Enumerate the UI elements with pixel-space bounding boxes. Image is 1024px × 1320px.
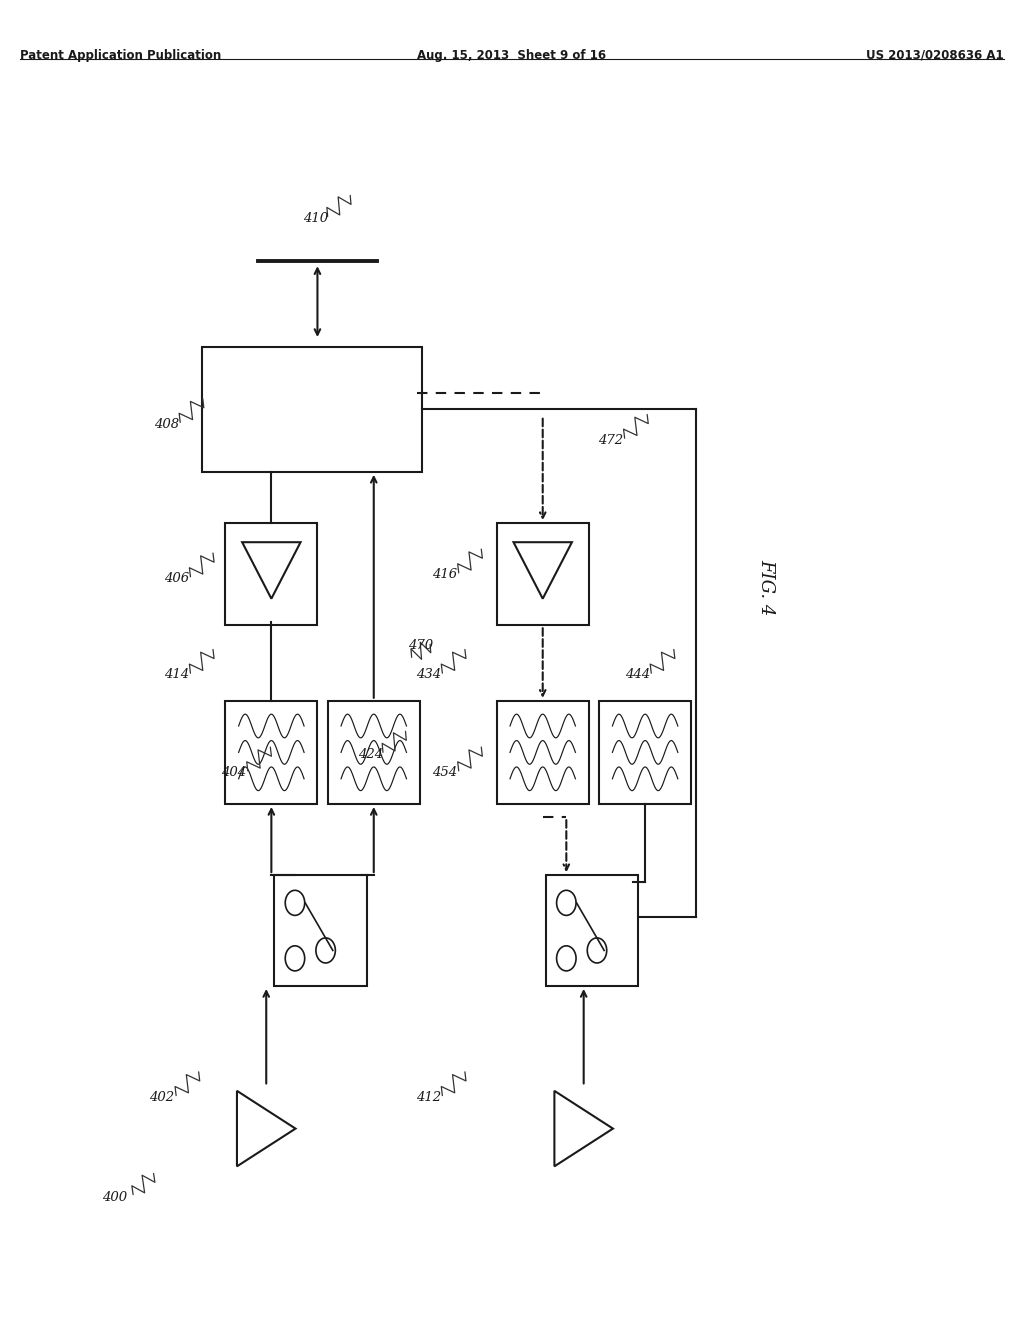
Text: 472: 472 — [598, 433, 624, 446]
Text: 470: 470 — [408, 639, 433, 652]
Text: 408: 408 — [154, 417, 179, 430]
Circle shape — [557, 946, 577, 972]
FancyBboxPatch shape — [328, 701, 420, 804]
Text: Aug. 15, 2013  Sheet 9 of 16: Aug. 15, 2013 Sheet 9 of 16 — [418, 49, 606, 62]
Text: FIG. 4: FIG. 4 — [757, 560, 775, 615]
Text: 400: 400 — [102, 1191, 128, 1204]
Text: 454: 454 — [432, 766, 458, 779]
Text: 404: 404 — [221, 766, 247, 779]
Text: 416: 416 — [432, 568, 458, 581]
Text: 424: 424 — [358, 747, 384, 760]
FancyBboxPatch shape — [225, 701, 317, 804]
FancyBboxPatch shape — [497, 701, 589, 804]
Circle shape — [557, 890, 577, 915]
Circle shape — [286, 946, 305, 972]
Text: 402: 402 — [150, 1090, 175, 1104]
Text: 410: 410 — [303, 211, 329, 224]
FancyBboxPatch shape — [203, 347, 422, 473]
FancyBboxPatch shape — [599, 701, 691, 804]
Polygon shape — [554, 1090, 613, 1167]
Circle shape — [286, 890, 305, 915]
Circle shape — [588, 939, 606, 964]
FancyBboxPatch shape — [274, 875, 367, 986]
Polygon shape — [237, 1090, 296, 1167]
Text: 444: 444 — [625, 668, 650, 681]
FancyBboxPatch shape — [546, 875, 638, 986]
Polygon shape — [242, 543, 301, 599]
FancyBboxPatch shape — [225, 523, 317, 626]
Circle shape — [315, 939, 336, 964]
FancyBboxPatch shape — [497, 523, 589, 626]
Text: 414: 414 — [164, 668, 189, 681]
Text: 412: 412 — [416, 1090, 441, 1104]
Text: Patent Application Publication: Patent Application Publication — [20, 49, 222, 62]
Text: 434: 434 — [416, 668, 441, 681]
Polygon shape — [513, 543, 572, 599]
Text: 406: 406 — [164, 572, 189, 585]
Text: US 2013/0208636 A1: US 2013/0208636 A1 — [866, 49, 1004, 62]
